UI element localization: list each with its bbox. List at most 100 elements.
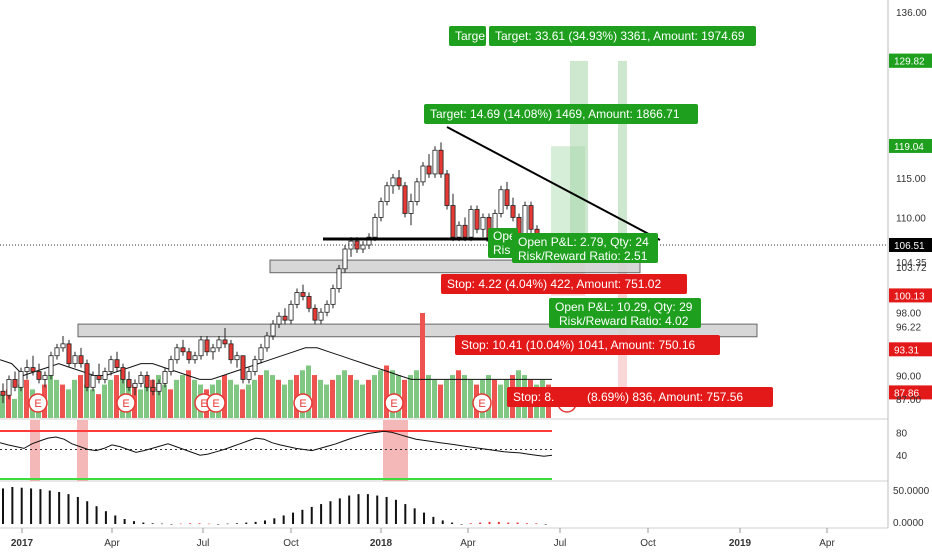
time-axis-label: 2017: [11, 538, 34, 549]
histogram-bar: [11, 487, 14, 524]
candle: [204, 335, 210, 356]
histogram-bar: [320, 504, 323, 524]
candle: [330, 284, 336, 309]
volume-bar: [234, 384, 239, 418]
rsi-tick-label: 40: [896, 451, 908, 462]
short-target-zone: [551, 146, 585, 246]
histogram-bar: [76, 496, 79, 524]
candles-layer: [0, 142, 552, 404]
volume-bar: [102, 384, 107, 418]
candle: [90, 371, 96, 392]
order-badges-layer[interactable]: Targe Target: 33.61 (34.93%) 3361, Amoun…: [424, 26, 773, 407]
pnl-1-line2: Risk/Reward Ratio: 2.51: [518, 249, 648, 263]
candle: [144, 371, 150, 392]
earnings-marker[interactable]: E: [206, 393, 226, 413]
stop-2-text: Stop: 10.41 (10.04%) 1041, Amount: 750.1…: [461, 338, 695, 352]
candle: [78, 347, 84, 368]
earnings-marker[interactable]: E: [116, 393, 136, 413]
volume-bar: [180, 375, 185, 418]
rsi-tick-label: 80: [896, 428, 908, 439]
histogram-bar: [525, 523, 528, 524]
candle: [120, 363, 126, 384]
svg-text:110.00: 110.00: [896, 213, 926, 224]
support-zone-upper[interactable]: [269, 259, 641, 274]
earnings-label: E: [34, 398, 41, 410]
pnl-2-badge[interactable]: Open P&L: 10.29, Qty: 29 Risk/Reward Rat…: [549, 298, 701, 328]
time-axis-label: 2018: [370, 538, 393, 549]
trendlines-layer[interactable]: [0, 126, 888, 246]
time-axis[interactable]: 2017 Apr Jul Oct 2018 Apr Jul Oct 2019 Apr: [11, 528, 836, 549]
candle: [192, 351, 198, 364]
candle: [528, 201, 534, 234]
earnings-markers-layer[interactable]: EEEEEEEE: [28, 393, 577, 413]
volume-bar: [168, 389, 173, 418]
candle: [150, 379, 156, 396]
candle: [156, 379, 162, 396]
candle: [228, 339, 234, 364]
candle: [60, 335, 66, 352]
candle: [288, 300, 294, 325]
candle: [234, 351, 240, 368]
volume-bar: [462, 375, 467, 418]
histogram-panel: [2, 487, 547, 525]
price-label: 106.51: [889, 237, 932, 252]
volume-bar: [60, 384, 65, 418]
pnl-1-hidden-line2: Ris: [493, 243, 510, 257]
histogram-bar: [123, 519, 126, 524]
volume-bar: [72, 379, 77, 418]
candle: [240, 355, 246, 384]
histogram-bar: [226, 523, 229, 525]
candle: [198, 335, 204, 360]
candle: [402, 181, 408, 218]
histogram-bar: [235, 523, 238, 524]
price-label: 93.31: [889, 342, 932, 357]
candle: [0, 383, 6, 404]
histogram-bar: [67, 494, 70, 524]
pnl-1-badge[interactable]: Ope Ris Open P&L: 2.79, Qty: 24 Risk/Rew…: [488, 228, 658, 263]
histogram-bar: [95, 506, 98, 524]
volume-bar: [282, 384, 287, 418]
volume-bar: [108, 379, 113, 418]
earnings-marker[interactable]: E: [28, 393, 48, 413]
candle: [42, 371, 48, 388]
candle: [414, 177, 420, 206]
time-axis-label: 2019: [729, 538, 752, 549]
stop-3-badge[interactable]: Stop: 8. (8.69%) 836, Amount: 757.56: [507, 387, 773, 407]
earnings-label: E: [200, 398, 207, 410]
price-label: 98.00: [896, 308, 921, 319]
volume-bar: [270, 375, 275, 418]
histogram-axis[interactable]: 50.0000 0.0000: [893, 486, 930, 529]
stop-2-badge[interactable]: Stop: 10.41 (10.04%) 1041, Amount: 750.1…: [455, 335, 720, 355]
volume-bar: [378, 370, 383, 418]
histogram-bar: [161, 523, 164, 525]
price-label: 136.00: [896, 8, 927, 19]
histogram-bar: [86, 501, 89, 524]
volume-bar: [438, 384, 443, 418]
candle: [48, 351, 54, 380]
histogram-bar: [404, 504, 407, 524]
price-axis[interactable]: 136.00129.83129.82119.04115.00110.00106.…: [889, 8, 932, 406]
svg-text:129.82: 129.82: [894, 57, 925, 68]
earnings-marker[interactable]: E: [472, 393, 492, 413]
earnings-marker[interactable]: E: [293, 393, 313, 413]
volume-bar: [366, 379, 371, 418]
candle: [378, 197, 384, 222]
histogram-bar: [497, 521, 500, 524]
volume-bar: [144, 384, 149, 418]
rsi-axis[interactable]: 40 80: [896, 428, 908, 462]
svg-text:90.00: 90.00: [896, 371, 921, 382]
candle: [258, 343, 264, 364]
svg-text:103.72: 103.72: [896, 263, 927, 274]
target-long-badge[interactable]: Targe Target: 33.61 (34.93%) 3361, Amoun…: [449, 26, 756, 46]
descending-resistance-line[interactable]: [446, 126, 661, 241]
volume-bar: [306, 365, 311, 418]
earnings-marker[interactable]: E: [384, 393, 404, 413]
candle: [114, 351, 120, 372]
candle: [138, 371, 144, 388]
target-short-badge[interactable]: Target: 14.69 (14.08%) 1469, Amount: 186…: [424, 104, 698, 124]
histogram-bar: [348, 495, 351, 524]
histogram-bar: [48, 490, 51, 524]
stop-1-badge[interactable]: Stop: 4.22 (4.04%) 422, Amount: 751.02: [441, 274, 687, 294]
